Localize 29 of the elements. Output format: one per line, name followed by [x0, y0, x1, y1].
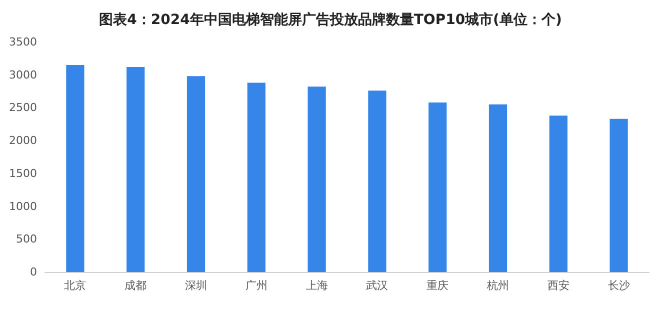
y-tick-label: 1500 — [9, 166, 37, 180]
y-tick-label: 1000 — [9, 200, 37, 213]
bar — [428, 102, 447, 272]
bar — [368, 90, 386, 272]
x-tick-label: 北京 — [64, 279, 86, 292]
y-tick-label: 3500 — [9, 36, 37, 48]
bar — [126, 66, 145, 272]
x-tick-label: 长沙 — [608, 279, 630, 292]
bar — [549, 116, 568, 272]
y-tick-label: 3000 — [9, 68, 37, 82]
y-tick-label: 2000 — [9, 134, 37, 148]
y-tick-label: 500 — [16, 232, 37, 246]
x-tick-label: 杭州 — [486, 279, 509, 292]
x-tick-label: 广州 — [245, 279, 268, 292]
bar — [488, 104, 508, 272]
bar — [186, 76, 206, 272]
bar — [308, 86, 326, 272]
x-tick-label: 西安 — [547, 279, 570, 292]
y-tick-label: 0 — [30, 266, 37, 278]
x-tick-label: 深圳 — [185, 279, 207, 292]
bar — [66, 65, 84, 272]
x-tick-label: 重庆 — [426, 279, 449, 292]
chart-title: 图表4：2024年中国电梯智能屏广告投放品牌数量TOP10城市(单位：个) — [99, 11, 562, 28]
y-tick-label: 2500 — [9, 101, 37, 114]
x-tick-label: 武汉 — [366, 279, 388, 292]
x-tick-label: 上海 — [306, 279, 328, 292]
x-tick-label: 成都 — [124, 279, 147, 292]
bar — [610, 118, 628, 272]
bar — [247, 82, 266, 272]
